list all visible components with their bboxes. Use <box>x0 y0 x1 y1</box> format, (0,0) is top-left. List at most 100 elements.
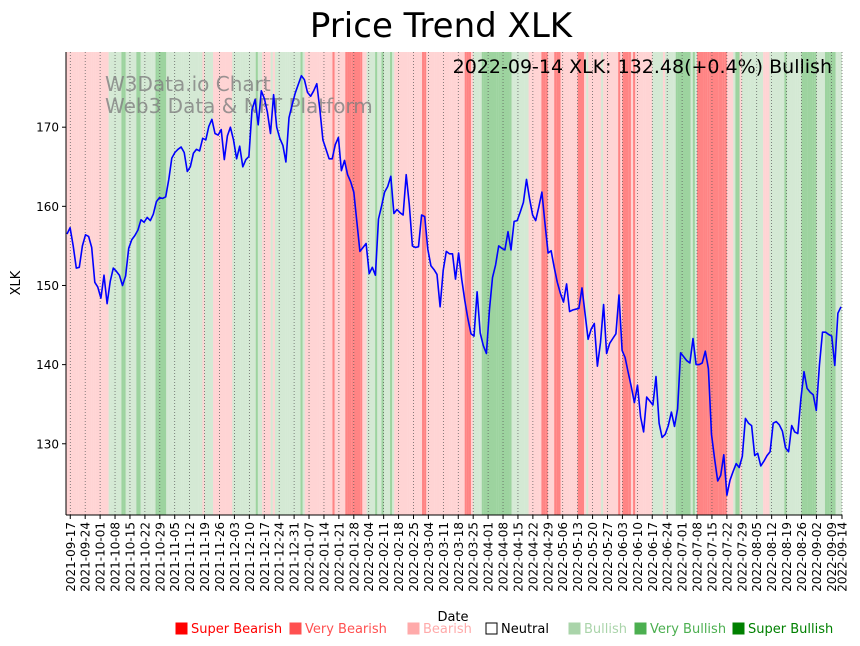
sentiment-band <box>136 52 139 515</box>
sentiment-band <box>274 52 278 515</box>
sentiment-band <box>454 52 457 515</box>
x-tick-label: 2021-10-22 <box>138 522 152 592</box>
sentiment-band <box>95 52 98 515</box>
sentiment-band <box>240 52 243 515</box>
sentiment-band <box>573 52 576 515</box>
legend-label: Super Bearish <box>191 622 282 637</box>
sentiment-band <box>718 52 721 515</box>
sentiment-band <box>679 52 683 515</box>
sentiment-band <box>249 52 256 515</box>
sentiment-band <box>366 52 369 515</box>
legend-swatch <box>407 622 420 635</box>
sentiment-band <box>413 52 420 515</box>
sentiment-band <box>601 52 604 515</box>
legend-swatch <box>568 622 581 635</box>
sentiment-band <box>628 52 631 515</box>
sentiment-band <box>767 52 770 515</box>
sentiment-band <box>456 52 459 515</box>
sentiment-band <box>181 52 184 515</box>
sentiment-band <box>677 52 680 515</box>
y-tick-label: 140 <box>36 358 59 372</box>
sentiment-band <box>515 52 525 515</box>
sentiment-band <box>362 52 365 515</box>
sentiment-band <box>168 52 171 515</box>
x-tick-label: 2021-12-24 <box>273 522 287 592</box>
sentiment-band <box>720 52 723 515</box>
sentiment-band <box>262 52 265 515</box>
x-tick-label: 2021-09-24 <box>79 522 93 592</box>
sentiment-band <box>409 52 412 515</box>
sentiment-band <box>464 52 467 515</box>
x-tick-label: 2022-08-19 <box>780 522 794 592</box>
sentiment-band <box>509 52 512 515</box>
sentiment-band <box>353 52 361 515</box>
sentiment-band <box>155 52 158 515</box>
sentiment-band <box>682 52 691 515</box>
legend-swatch <box>175 622 188 635</box>
sentiment-band <box>835 52 838 515</box>
legend-label: Very Bullish <box>650 622 726 637</box>
sentiment-band <box>754 52 757 515</box>
sentiment-band <box>332 52 335 515</box>
sentiment-band <box>83 52 86 515</box>
sentiment-band <box>80 52 84 515</box>
x-tick-label: 2022-06-17 <box>646 522 660 592</box>
x-axis-label: Date <box>437 610 468 625</box>
sentiment-band <box>690 52 693 515</box>
sentiment-band <box>210 52 214 515</box>
sentiment-band <box>603 52 606 515</box>
x-tick-label: 2022-04-22 <box>526 522 540 592</box>
sentiment-band <box>323 52 333 515</box>
sentiment-band <box>539 52 542 515</box>
sentiment-band <box>349 52 352 515</box>
sentiment-band <box>784 52 787 515</box>
sentiment-band <box>91 52 94 515</box>
sentiment-band <box>511 52 514 515</box>
sentiment-band <box>202 52 205 515</box>
sentiment-band <box>140 52 143 515</box>
sentiment-band <box>394 52 397 515</box>
sentiment-band <box>115 52 122 515</box>
x-tick-label: 2021-10-08 <box>109 522 123 592</box>
x-tick-label: 2022-06-03 <box>616 522 630 592</box>
sentiment-band <box>434 52 437 515</box>
sentiment-band <box>607 52 617 515</box>
sentiment-band <box>726 52 734 515</box>
x-tick-label: 2022-05-20 <box>586 522 600 592</box>
sentiment-band <box>569 52 572 515</box>
sentiment-band <box>78 52 81 515</box>
x-tick-label: 2022-02-11 <box>377 522 391 592</box>
sentiment-band <box>225 52 229 515</box>
sentiment-band <box>558 52 561 515</box>
sentiment-band <box>85 52 92 515</box>
sentiment-band <box>560 52 563 515</box>
legend-label: Bullish <box>584 622 627 637</box>
sentiment-band <box>812 52 815 515</box>
legend-label: Neutral <box>501 622 549 637</box>
x-tick-label: 2021-10-01 <box>94 522 108 592</box>
x-tick-label: 2022-01-07 <box>303 522 317 592</box>
x-tick-label: 2022-03-04 <box>422 522 436 592</box>
sentiment-band <box>645 52 648 515</box>
x-tick-label: 2021-11-26 <box>213 522 227 592</box>
x-tick-label: 2022-02-18 <box>392 522 406 592</box>
sentiment-band <box>722 52 725 515</box>
sentiment-band <box>485 52 489 515</box>
sentiment-band <box>829 52 832 515</box>
sentiment-band <box>144 52 152 515</box>
sentiment-band <box>170 52 173 515</box>
x-tick-label: 2021-11-12 <box>183 522 197 592</box>
sentiment-band <box>309 52 316 515</box>
x-tick-label: 2022-03-25 <box>467 522 481 592</box>
sentiment-band <box>771 52 779 515</box>
y-tick-label: 130 <box>36 437 59 451</box>
sentiment-band <box>468 52 472 515</box>
sentiment-band <box>127 52 130 515</box>
sentiment-band <box>630 52 634 515</box>
sentiment-band <box>643 52 646 515</box>
sentiment-band <box>142 52 145 515</box>
sentiment-band <box>390 52 393 515</box>
sentiment-band <box>291 52 295 515</box>
sentiment-band <box>524 52 527 515</box>
sentiment-band <box>443 52 450 515</box>
